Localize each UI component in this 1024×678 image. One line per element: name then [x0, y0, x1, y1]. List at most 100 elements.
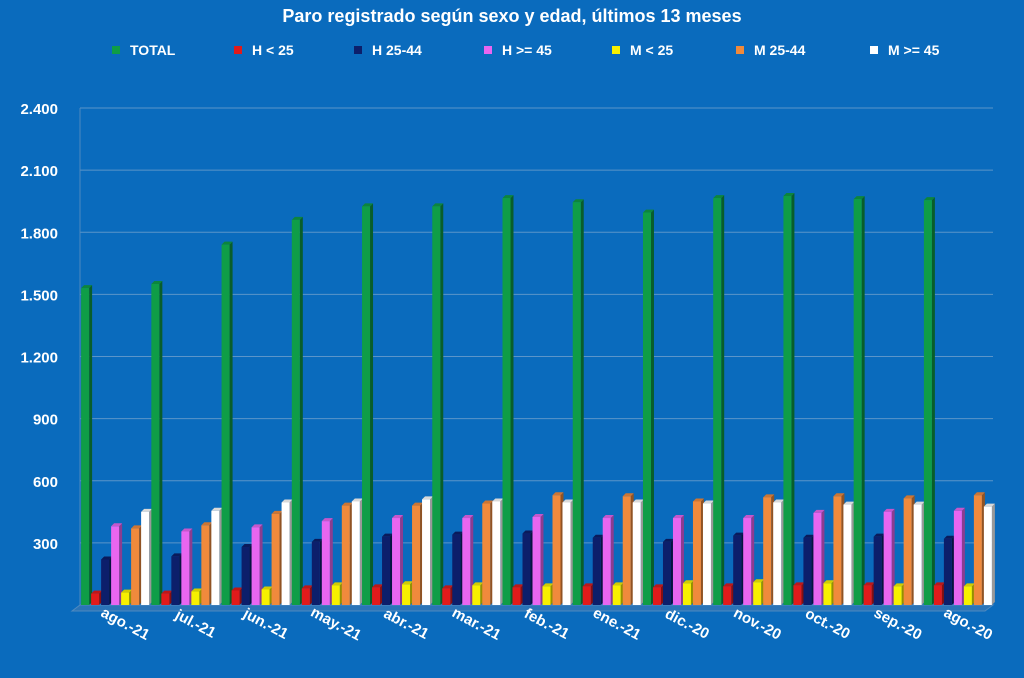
y-tick-label: 300 [33, 536, 58, 553]
bar-h-25-44-may-21 [311, 538, 323, 605]
bar-h-25-44-ago-20 [943, 535, 955, 605]
bar-m-gte-45-abr-21 [422, 496, 434, 605]
bar-h-25-44-oct-20 [803, 534, 815, 605]
bar-m-lt-25-ago-21 [121, 589, 133, 605]
bar-total-ago-20 [923, 197, 935, 605]
bar-m-25-44-ene-21 [622, 493, 634, 605]
bar-h-gte-45-oct-20 [813, 509, 825, 605]
legend-item-h-25-44: H 25-44 [354, 42, 422, 58]
legend-swatch-h-25-44 [354, 46, 362, 54]
legend-label-h-under-25: H < 25 [252, 42, 294, 58]
legend-label-h-25-44: H 25-44 [372, 42, 422, 58]
bar-total-jun-21 [221, 241, 233, 606]
bar-m-25-44-ago-20 [973, 492, 985, 605]
bar-total-jul-21 [151, 281, 163, 605]
bar-h-gte-45-mar-21 [462, 515, 474, 605]
bar-m-lt-25-abr-21 [402, 581, 414, 605]
bar-m-gte-45-mar-21 [492, 498, 504, 605]
bar-h-gte-45-ago-20 [953, 507, 965, 605]
bars [81, 193, 995, 606]
bar-total-mar-21 [432, 203, 444, 606]
bar-h-lt-25-may-21 [301, 585, 313, 605]
bar-h-gte-45-ene-21 [602, 515, 614, 605]
bar-h-25-44-dic-20 [662, 538, 674, 605]
bar-h-gte-45-may-21 [321, 518, 333, 605]
bar-m-lt-25-ene-21 [612, 582, 624, 605]
bar-h-lt-25-feb-21 [512, 584, 524, 605]
bar-h-25-44-mar-21 [452, 531, 464, 605]
legend-swatch-total [112, 46, 120, 54]
legend-swatch-h-45-plus [484, 46, 492, 54]
bar-h-lt-25-mar-21 [442, 585, 454, 605]
bar-h-gte-45-dic-20 [672, 515, 684, 605]
bar-m-lt-25-mar-21 [472, 582, 484, 605]
legend-item-h-45-plus: H >= 45 [484, 42, 552, 58]
bar-m-gte-45-ago-20 [983, 503, 995, 605]
legend-item-m-45-plus: M >= 45 [870, 42, 939, 58]
bar-total-nov-20 [713, 195, 725, 606]
bar-h-gte-45-jun-21 [251, 524, 263, 605]
bar-m-gte-45-nov-20 [773, 499, 785, 605]
bar-m-gte-45-jun-21 [281, 499, 293, 605]
legend: TOTAL H < 25 H 25-44 H >= 45 M < 25 M 25… [112, 42, 972, 62]
bar-m-lt-25-oct-20 [823, 580, 835, 605]
bar-m-lt-25-nov-20 [753, 579, 765, 605]
bar-m-gte-45-jul-21 [211, 507, 223, 605]
bar-total-feb-21 [502, 195, 514, 606]
bar-h-gte-45-sep-20 [883, 508, 895, 605]
legend-item-total: TOTAL [112, 42, 175, 58]
legend-swatch-m-under-25 [612, 46, 620, 54]
legend-swatch-h-under-25 [234, 46, 242, 54]
y-tick-label: 1.500 [20, 287, 58, 304]
bar-m-25-44-ago-21 [131, 525, 143, 605]
bar-m-25-44-jun-21 [271, 510, 283, 605]
bar-m-lt-25-sep-20 [893, 583, 905, 605]
bar-m-gte-45-sep-20 [913, 501, 925, 605]
legend-swatch-m-45-plus [870, 46, 878, 54]
y-tick-label: 1.800 [20, 225, 58, 242]
legend-item-m-25-44: M 25-44 [736, 42, 805, 58]
legend-label-m-under-25: M < 25 [630, 42, 674, 58]
legend-label-m-45-plus: M >= 45 [888, 42, 940, 58]
bar-m-25-44-feb-21 [552, 492, 564, 605]
bar-h-lt-25-nov-20 [723, 583, 735, 605]
bar-h-lt-25-jul-21 [161, 590, 173, 605]
y-tick-label: 600 [33, 474, 58, 491]
bar-total-ago-21 [81, 285, 93, 605]
bar-total-dic-20 [642, 209, 654, 605]
y-tick-label: 2.100 [20, 163, 58, 180]
bar-h-lt-25-ene-21 [582, 583, 594, 605]
bar-m-gte-45-oct-20 [843, 501, 855, 605]
legend-item-h-under-25: H < 25 [234, 42, 294, 58]
legend-label-m-25-44: M 25-44 [754, 42, 806, 58]
bar-h-25-44-jun-21 [241, 544, 253, 605]
bar-m-lt-25-jun-21 [261, 586, 273, 605]
bar-h-gte-45-ago-21 [111, 523, 123, 605]
bar-m-25-44-nov-20 [763, 494, 775, 605]
bar-m-gte-45-ago-21 [141, 508, 153, 605]
bar-m-25-44-may-21 [341, 502, 353, 605]
chart-title: Paro registrado según sexo y edad, últim… [282, 6, 742, 26]
bar-m-lt-25-jul-21 [191, 588, 203, 605]
bar-total-ene-21 [572, 199, 584, 606]
bar-h-25-44-ago-21 [101, 556, 113, 605]
bar-h-lt-25-ago-20 [933, 582, 945, 605]
bar-h-25-44-nov-20 [733, 532, 745, 605]
bar-h-25-44-abr-21 [382, 533, 394, 605]
bar-m-25-44-abr-21 [412, 502, 424, 605]
bar-m-gte-45-dic-20 [702, 500, 714, 605]
bar-total-oct-20 [783, 193, 795, 605]
bar-h-25-44-sep-20 [873, 533, 885, 605]
bar-m-25-44-jul-21 [201, 522, 213, 605]
bar-h-25-44-jul-21 [171, 553, 183, 605]
bar-m-25-44-oct-20 [833, 493, 845, 605]
bar-m-gte-45-may-21 [351, 498, 363, 605]
bar-total-abr-21 [362, 203, 374, 606]
bar-h-lt-25-jun-21 [231, 587, 243, 605]
y-tick-label: 900 [33, 412, 58, 429]
y-tick-label: 2.400 [20, 101, 58, 118]
bar-h-lt-25-abr-21 [372, 584, 384, 605]
bar-m-lt-25-feb-21 [542, 583, 554, 605]
bar-m-25-44-dic-20 [692, 498, 704, 605]
